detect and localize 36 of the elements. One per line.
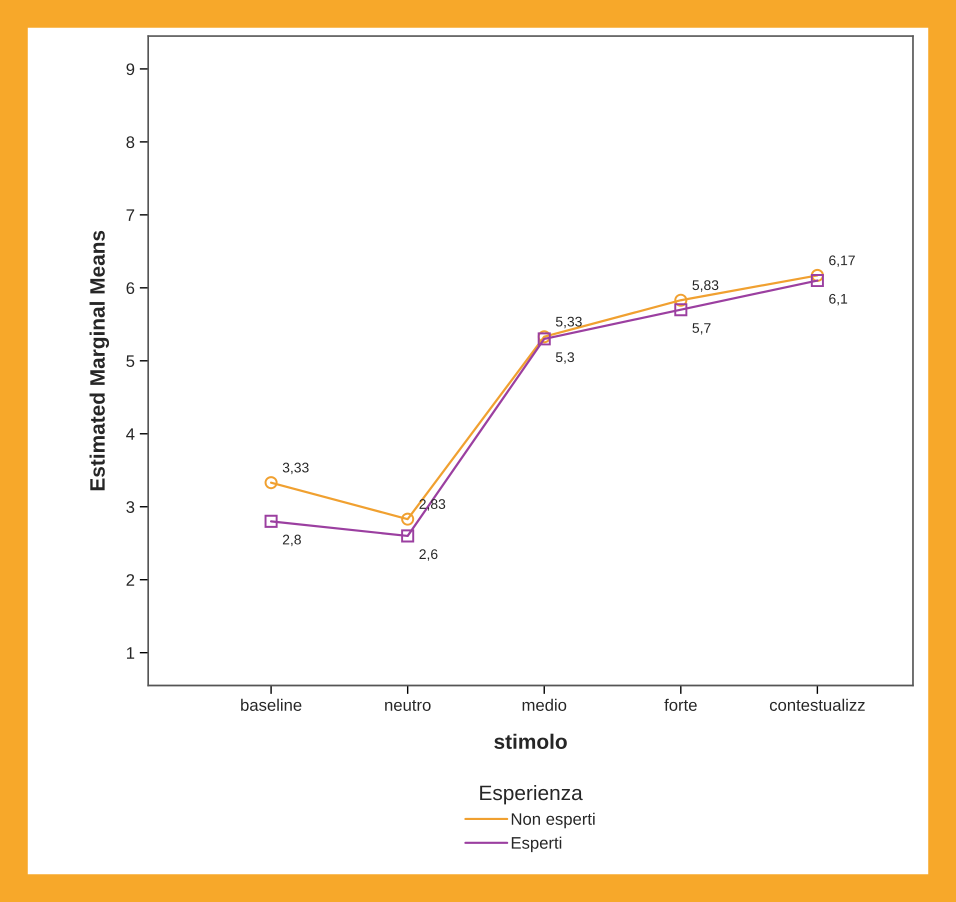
y-tick-label: 6 [126,282,134,294]
point [674,303,688,316]
y-tick-label: 2 [126,574,134,586]
x-tick-label: baseline [241,698,302,711]
y-tick-label: 1 [126,647,134,659]
y-tick-label: 4 [126,428,134,440]
x-tick-label: contestualizz [770,698,865,711]
data-label: 3,33 [282,462,309,474]
point [264,514,278,528]
data-label: 5,83 [692,280,718,292]
x-tick-label: forte [664,698,697,711]
x-tick-label: neutro [385,700,431,711]
legend-label: Non esperti [512,812,595,828]
point [401,529,414,542]
legend-title: Esperienza [480,784,583,804]
legend-label: Esperti [512,836,562,852]
y-tick-label: 5 [126,355,134,368]
data-label: 5,3 [556,352,574,364]
y-tick-label: 3 [126,501,134,513]
point [810,274,824,288]
point [264,476,278,490]
data-label: 5,7 [692,323,711,335]
y-axis-title: Estimated Marginal Means [90,230,110,490]
y-tick-label: 9 [126,63,134,76]
data-label: 2,6 [419,549,438,561]
x-axis-title: stimolo [494,734,567,749]
point [401,512,414,526]
point [810,268,824,282]
data-label: 6,17 [829,255,855,267]
x-tick-label: medio [522,698,566,711]
y-tick-label: 7 [126,209,134,221]
data-label: 2,8 [282,534,301,546]
point [674,294,688,307]
data-label: 5,33 [556,316,582,328]
y-tick-label: 8 [126,136,134,148]
data-label: 6,1 [829,294,848,306]
